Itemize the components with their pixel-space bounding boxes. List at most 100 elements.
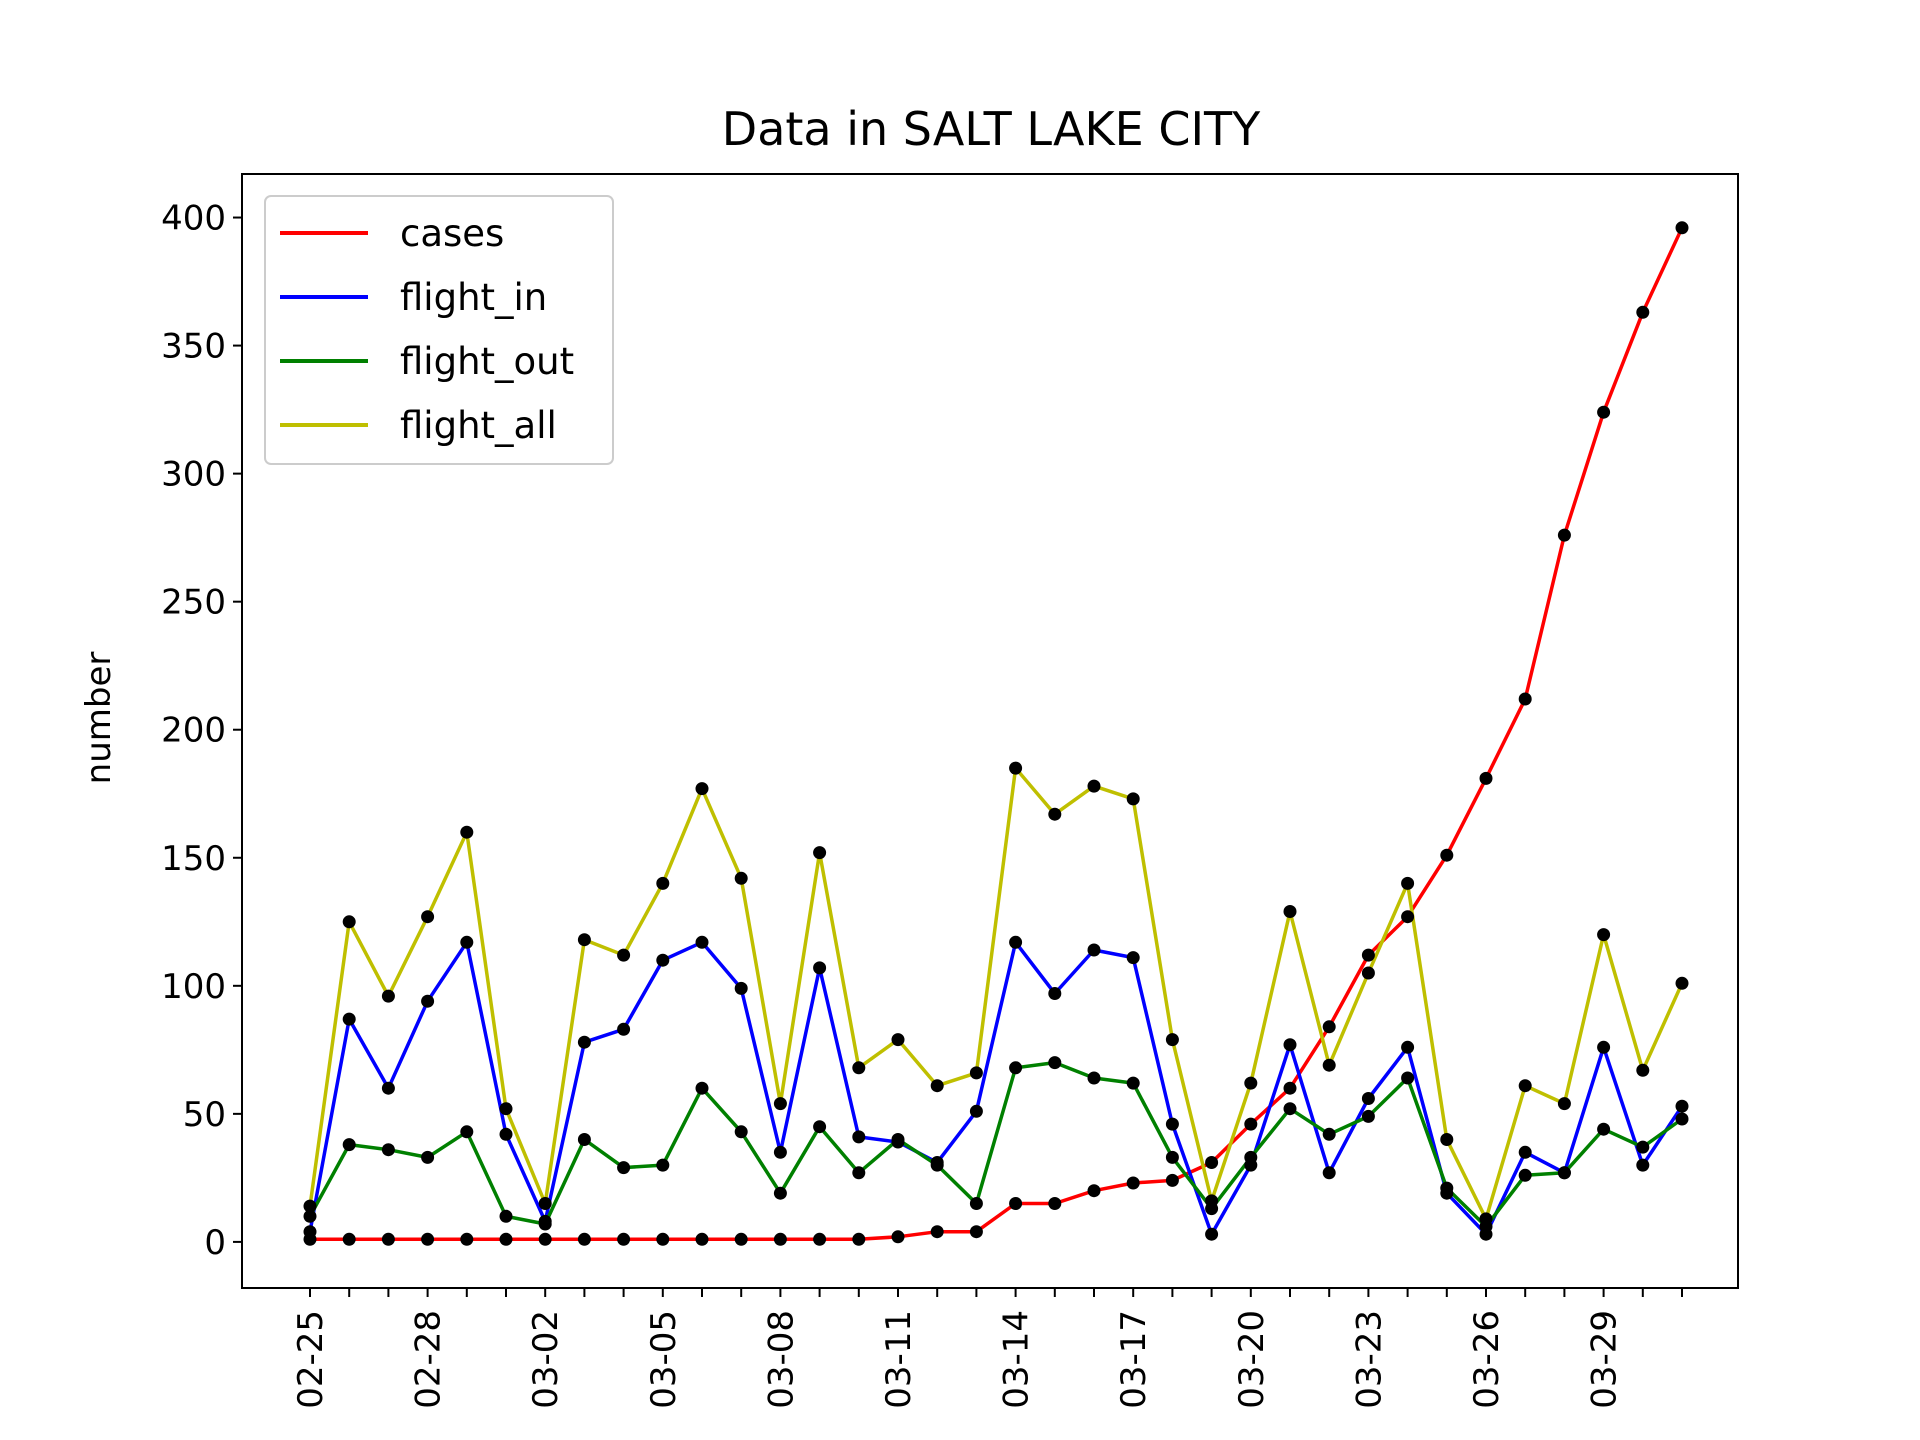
- data-point-cases: [930, 1225, 944, 1239]
- x-tick-label: 02-25: [291, 1310, 331, 1409]
- data-point-flight-in: [460, 935, 474, 949]
- data-point-flight-in: [1597, 1040, 1611, 1054]
- data-point-flight-all: [1401, 876, 1415, 890]
- data-point-flight-all: [1087, 779, 1101, 793]
- data-point-flight-all: [617, 948, 631, 962]
- y-tick-label: 100: [161, 967, 226, 1007]
- data-point-flight-all: [342, 915, 356, 929]
- data-point-cases: [1087, 1184, 1101, 1198]
- legend-label-flight-all: flight_all: [400, 404, 557, 447]
- data-point-flight-all: [1048, 807, 1062, 821]
- data-point-cases: [695, 1232, 709, 1246]
- data-point-flight-out: [891, 1133, 905, 1146]
- data-point-flight-all: [1557, 1097, 1571, 1111]
- data-point-flight-in: [1048, 987, 1062, 1000]
- y-tick-label: 250: [161, 583, 226, 623]
- y-tick-label: 350: [161, 327, 226, 367]
- data-point-flight-all: [656, 876, 670, 890]
- data-point-flight-in: [773, 1145, 787, 1159]
- data-point-cases: [1440, 848, 1454, 862]
- data-point-cases: [538, 1232, 552, 1246]
- x-tick-label: 02-28: [409, 1310, 449, 1409]
- data-point-flight-all: [969, 1066, 983, 1080]
- data-point-flight-in: [1205, 1227, 1219, 1241]
- data-point-flight-all: [1009, 761, 1023, 775]
- data-point-cases: [1518, 692, 1532, 706]
- data-point-cases: [381, 1232, 395, 1246]
- data-point-flight-in: [303, 1225, 317, 1239]
- y-tick-label: 50: [183, 1095, 226, 1135]
- series-line-flight-out: [308, 1060, 1684, 1229]
- data-point-flight-out: [773, 1186, 787, 1200]
- data-point-flight-out: [1597, 1122, 1611, 1136]
- x-tick-label: 03-11: [879, 1310, 919, 1409]
- legend-label-flight-out: flight_out: [400, 340, 574, 383]
- data-point-flight-in: [342, 1012, 356, 1026]
- data-point-cases: [342, 1232, 356, 1246]
- data-point-flight-in: [381, 1081, 395, 1095]
- data-point-flight-out: [734, 1125, 748, 1139]
- data-point-flight-in: [1361, 1092, 1375, 1105]
- data-point-flight-in: [1401, 1040, 1415, 1054]
- data-point-flight-in: [695, 935, 709, 949]
- legend: cases flight_in flight_out flight_all: [264, 195, 614, 465]
- data-point-cases: [1636, 305, 1650, 319]
- data-point-flight-all: [1518, 1079, 1532, 1093]
- data-point-flight-in: [656, 953, 670, 967]
- data-point-flight-all: [930, 1079, 944, 1093]
- data-point-flight-all: [499, 1102, 513, 1116]
- y-tick-label: 300: [161, 455, 226, 495]
- series-layer: [308, 227, 1684, 1242]
- y-tick-label: 400: [161, 199, 226, 239]
- data-point-flight-in: [852, 1130, 866, 1144]
- data-point-flight-out: [1009, 1061, 1023, 1075]
- data-point-flight-in: [577, 1035, 591, 1049]
- data-point-cases: [1048, 1197, 1062, 1210]
- data-point-cases: [1283, 1081, 1297, 1095]
- data-point-flight-out: [1126, 1076, 1140, 1090]
- data-point-cases: [1205, 1156, 1219, 1169]
- marker-layer: [303, 221, 1689, 1246]
- data-point-flight-out: [656, 1158, 670, 1172]
- data-point-flight-in: [1165, 1117, 1179, 1131]
- data-point-flight-in: [617, 1022, 631, 1036]
- data-point-flight-out: [538, 1217, 552, 1231]
- data-point-flight-out: [421, 1150, 435, 1164]
- x-tick-label: 03-02: [526, 1310, 566, 1409]
- data-point-flight-out: [1283, 1102, 1297, 1116]
- data-point-flight-out: [303, 1209, 317, 1223]
- data-point-flight-all: [1283, 905, 1297, 918]
- data-point-flight-out: [1440, 1181, 1454, 1195]
- x-tick-label: 03-08: [761, 1310, 801, 1409]
- data-point-flight-out: [1361, 1109, 1375, 1123]
- data-point-flight-all: [1322, 1058, 1336, 1072]
- data-point-flight-in: [1126, 951, 1140, 965]
- data-point-flight-out: [1048, 1056, 1062, 1070]
- data-point-flight-in: [1087, 943, 1101, 957]
- data-point-flight-out: [813, 1120, 827, 1134]
- series-line-flight-all: [308, 766, 1684, 1221]
- data-point-flight-in: [813, 961, 827, 975]
- x-tick-label: 03-29: [1585, 1310, 1625, 1409]
- data-point-flight-out: [1322, 1127, 1336, 1141]
- data-point-cases: [460, 1232, 474, 1246]
- data-point-cases: [1597, 405, 1611, 419]
- data-point-flight-all: [1244, 1076, 1258, 1090]
- data-point-cases: [421, 1232, 435, 1246]
- y-tick-label: 200: [161, 711, 226, 751]
- data-point-flight-in: [1518, 1145, 1532, 1159]
- data-point-cases: [1009, 1197, 1023, 1210]
- data-point-cases: [852, 1232, 866, 1246]
- data-point-flight-in: [1675, 1099, 1689, 1113]
- data-point-flight-in: [1283, 1038, 1297, 1052]
- data-point-flight-all: [695, 782, 709, 796]
- data-point-cases: [813, 1232, 827, 1246]
- data-point-cases: [577, 1232, 591, 1246]
- legend-box: [264, 195, 614, 465]
- data-point-flight-out: [1401, 1071, 1415, 1085]
- data-point-flight-out: [1636, 1140, 1650, 1154]
- x-tick-label: 03-14: [997, 1310, 1037, 1409]
- data-point-flight-out: [969, 1197, 983, 1210]
- data-point-flight-out: [1557, 1166, 1571, 1180]
- data-point-flight-all: [1361, 966, 1375, 980]
